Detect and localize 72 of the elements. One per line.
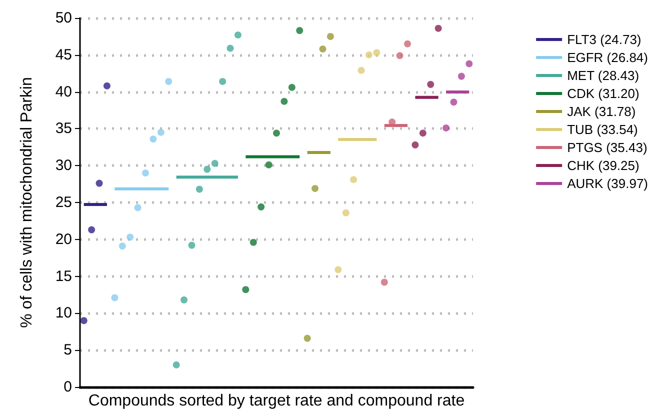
y-tick-label: 35 bbox=[55, 120, 72, 138]
point bbox=[219, 78, 226, 85]
point bbox=[288, 84, 296, 91]
point bbox=[458, 72, 465, 80]
legend-label: CHK (39.25) bbox=[567, 158, 640, 173]
point bbox=[211, 160, 218, 167]
point bbox=[365, 51, 372, 58]
point bbox=[188, 242, 196, 249]
legend-label: AURK (39.97) bbox=[567, 176, 648, 191]
y-tick-label: 15 bbox=[55, 268, 72, 285]
legend-label: CDK (31.20) bbox=[567, 86, 640, 101]
y-tick-label: 0 bbox=[64, 378, 72, 396]
point bbox=[88, 226, 96, 234]
point bbox=[326, 32, 334, 40]
y-tick-label: 10 bbox=[55, 304, 72, 322]
point bbox=[380, 278, 388, 286]
point bbox=[250, 238, 257, 246]
legend-label: FLT3 (24.73) bbox=[567, 32, 642, 47]
legend-label: EGFR (26.84) bbox=[567, 50, 648, 65]
legend-label: MET (28.43) bbox=[567, 68, 640, 83]
point bbox=[226, 44, 234, 52]
y-tick-label: 30 bbox=[55, 157, 72, 174]
point bbox=[404, 40, 411, 48]
y-tick-label: 45 bbox=[55, 46, 72, 64]
point bbox=[172, 361, 180, 368]
y-tick-label: 25 bbox=[55, 194, 72, 211]
point bbox=[342, 209, 350, 216]
point bbox=[180, 296, 188, 304]
point bbox=[242, 286, 250, 294]
point bbox=[412, 141, 419, 148]
point bbox=[466, 60, 473, 68]
point bbox=[150, 136, 157, 143]
point bbox=[234, 31, 242, 38]
point bbox=[312, 184, 319, 192]
point bbox=[273, 130, 280, 137]
point bbox=[157, 128, 164, 136]
point bbox=[265, 161, 272, 168]
point bbox=[373, 49, 380, 56]
point bbox=[142, 169, 149, 176]
legend-label: PTGS (35.43) bbox=[567, 140, 648, 155]
point bbox=[258, 203, 265, 210]
point bbox=[80, 317, 88, 324]
point bbox=[419, 130, 426, 137]
point bbox=[427, 80, 434, 88]
y-tick-label: 40 bbox=[55, 83, 72, 100]
point bbox=[111, 294, 118, 302]
point bbox=[204, 166, 211, 173]
y-tick-label: 20 bbox=[55, 230, 72, 248]
point bbox=[96, 180, 103, 187]
point bbox=[350, 176, 358, 184]
legend-label: JAK (31.78) bbox=[567, 104, 636, 119]
y-axis-title: % of cells with mitochondrial Parkin bbox=[18, 77, 36, 328]
point bbox=[126, 234, 134, 241]
y-tick-label: 50 bbox=[55, 10, 72, 26]
legend-label: TUB (33.54) bbox=[567, 122, 638, 137]
point bbox=[165, 78, 172, 85]
point bbox=[118, 242, 126, 250]
point bbox=[358, 66, 365, 74]
point bbox=[304, 334, 311, 342]
y-tick-label: 5 bbox=[64, 342, 72, 359]
point bbox=[450, 98, 458, 106]
point bbox=[396, 52, 404, 60]
point bbox=[280, 98, 288, 105]
x-axis-title: Compounds sorted by target rate and compound rate bbox=[88, 392, 465, 410]
point bbox=[134, 204, 142, 212]
point bbox=[434, 24, 442, 32]
point bbox=[442, 124, 450, 132]
point bbox=[103, 82, 110, 90]
point bbox=[334, 266, 342, 274]
point bbox=[196, 186, 203, 193]
point bbox=[296, 27, 304, 34]
point bbox=[319, 46, 326, 52]
